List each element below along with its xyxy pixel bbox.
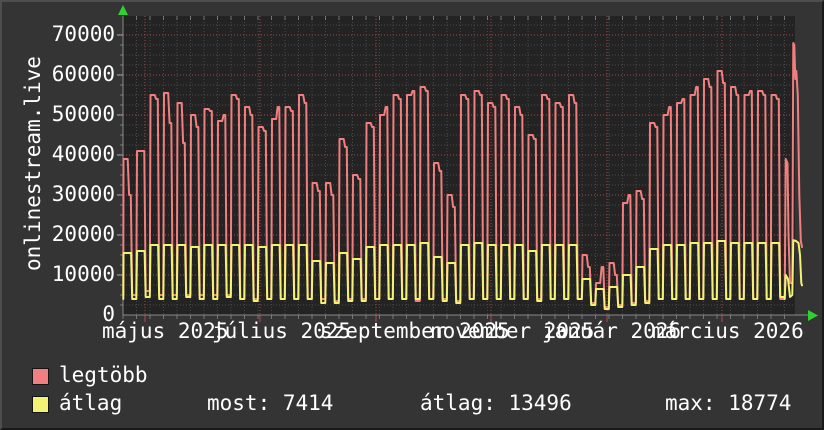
y-axis-label: 50000 (51, 102, 115, 126)
y-axis-label: 60000 (51, 62, 115, 86)
y-axis-label: 20000 (51, 222, 115, 246)
x-axis-label: november 2025 (430, 319, 595, 343)
x-axis-label: január 2026 (542, 319, 682, 343)
legend-swatch-atlag (32, 396, 49, 413)
x-axis-label: május 2025 (102, 319, 229, 343)
stat-atlag: átlag: 13496 (420, 391, 572, 415)
legend-label-atlag: átlag (59, 391, 123, 415)
y-axis-label: 0 (102, 302, 115, 326)
stat-max: max: 18774 (665, 391, 792, 415)
x-axis-label: július 2025 (212, 319, 352, 343)
x-axis-label: március 2026 (652, 319, 804, 343)
stat-most: most: 7414 (207, 391, 334, 415)
x-axis-label: szeptember 2025 (320, 319, 510, 343)
y-axis-label: 10000 (51, 262, 115, 286)
y-axis-label: 40000 (51, 142, 115, 166)
legend-label-legtobb: legtöbb (59, 363, 148, 387)
y-axis-label: 30000 (51, 182, 115, 206)
legend-swatch-legtobb (32, 368, 49, 385)
y-axis-label: 70000 (51, 22, 115, 46)
